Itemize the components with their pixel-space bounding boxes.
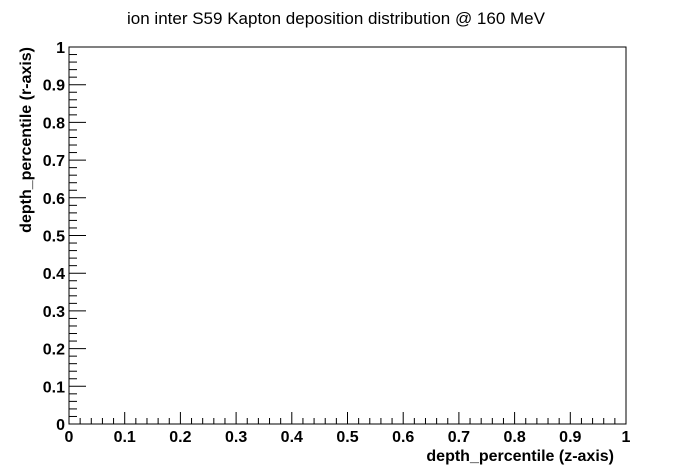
x-tick-label: 0.6 <box>392 429 414 446</box>
plot-frame <box>68 46 627 425</box>
y-axis-title: depth_percentile (r-axis) <box>18 47 35 233</box>
x-tick-label: 0.4 <box>281 429 303 446</box>
x-tick-label: 0.5 <box>336 429 358 446</box>
y-tick-label: 0.3 <box>43 304 65 321</box>
y-tick-label: 0.5 <box>43 229 65 246</box>
x-axis-tick-labels: 0 0.1 0.2 0.3 0.4 0.5 0.6 0.7 0.8 0.9 1 <box>65 429 631 446</box>
x-axis-ticks <box>68 412 627 424</box>
x-tick-label: 0.9 <box>559 429 581 446</box>
y-tick-label: 0.1 <box>43 379 65 396</box>
y-tick-label: 0.7 <box>43 153 65 170</box>
y-tick-label: 1 <box>56 40 65 57</box>
x-tick-label: 1 <box>622 429 631 446</box>
y-tick-label: 0 <box>56 417 65 434</box>
y-tick-label: 0.6 <box>43 191 65 208</box>
x-tick-label: 0.1 <box>114 429 136 446</box>
y-tick-label: 0.9 <box>43 78 65 95</box>
x-tick-label: 0.7 <box>448 429 470 446</box>
x-tick-label: 0 <box>65 429 74 446</box>
x-tick-label: 0.3 <box>225 429 247 446</box>
y-tick-label: 0.8 <box>43 115 65 132</box>
x-tick-label: 0.8 <box>503 429 525 446</box>
y-tick-label: 0.4 <box>43 266 65 283</box>
chart-title: ion inter S59 Kapton deposition distribu… <box>127 9 546 28</box>
y-axis-tick-labels: 0 0.1 0.2 0.3 0.4 0.5 0.6 0.7 0.8 0.9 1 <box>43 40 65 434</box>
y-tick-label: 0.2 <box>43 342 65 359</box>
y-axis-ticks <box>69 46 86 425</box>
x-tick-label: 0.2 <box>169 429 191 446</box>
x-axis-title: depth_percentile (z-axis) <box>426 448 614 465</box>
